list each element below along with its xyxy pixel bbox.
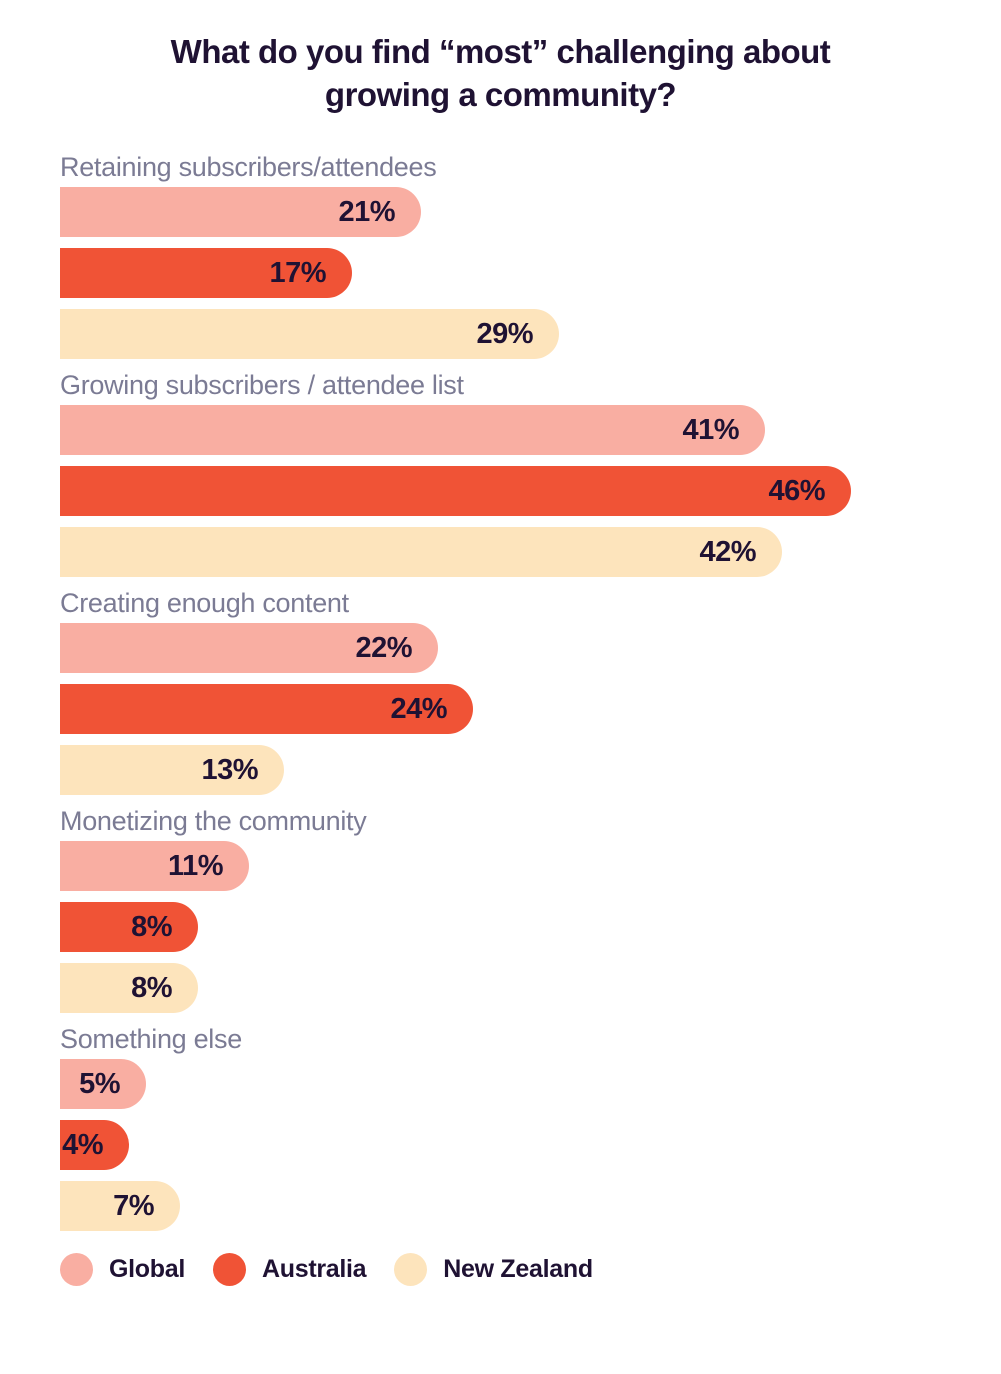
- legend-label: Australia: [261, 1255, 367, 1283]
- bar-value-label: 41%: [682, 413, 739, 446]
- bar-new-zealand: 13%: [60, 745, 284, 795]
- bar-row-new-zealand: 29%: [60, 309, 941, 359]
- category-label: Something else: [60, 1024, 242, 1054]
- chart-legend: Global Australia New Zealand: [0, 1253, 1001, 1286]
- bar-row-australia: 17%: [60, 248, 941, 298]
- bar-new-zealand: 8%: [60, 963, 198, 1013]
- bar-value-label: 8%: [131, 971, 172, 1004]
- category-group-creating-enough-content: Creating enough content 22% 24% 13%: [60, 588, 941, 795]
- bar-value-label: 5%: [79, 1067, 120, 1100]
- bar-row-australia: 24%: [60, 684, 941, 734]
- bar-australia: 17%: [60, 248, 352, 298]
- legend-swatch-icon: [212, 1253, 246, 1286]
- bar-row-global: 5%: [60, 1059, 941, 1109]
- category-group-something-else: Something else 5% 4% 7%: [60, 1024, 941, 1231]
- category-group-growing-subscribers-attendee-list: Growing subscribers / attendee list 41% 46…: [60, 370, 941, 577]
- bar-row-global: 41%: [60, 405, 941, 455]
- bar-row-new-zealand: 13%: [60, 745, 941, 795]
- bar-row-new-zealand: 8%: [60, 963, 941, 1013]
- category-label: Retaining subscribers/attendees: [60, 152, 437, 182]
- legend-label: New Zealand: [443, 1255, 593, 1283]
- bar-value-label: 22%: [355, 631, 412, 664]
- legend-swatch-icon: [394, 1253, 428, 1286]
- bar-new-zealand: 7%: [60, 1181, 180, 1231]
- bar-row-global: 22%: [60, 623, 941, 673]
- bar-australia: 24%: [60, 684, 473, 734]
- bar-value-label: 11%: [168, 849, 223, 882]
- bar-value-label: 4%: [62, 1128, 103, 1161]
- bar-row-new-zealand: 42%: [60, 527, 941, 577]
- legend-item-new-zealand: New Zealand: [394, 1253, 593, 1286]
- legend-label: Global: [109, 1255, 185, 1283]
- bar-global: 21%: [60, 187, 421, 237]
- bar-value-label: 29%: [476, 317, 533, 350]
- bar-row-australia: 4%: [60, 1120, 941, 1170]
- bar-row-australia: 8%: [60, 902, 941, 952]
- bar-value-label: 46%: [768, 474, 825, 507]
- category-group-monetizing-the-community: Monetizing the community 11% 8% 8%: [60, 806, 941, 1013]
- category-label: Monetizing the community: [60, 806, 367, 836]
- bar-row-global: 11%: [60, 841, 941, 891]
- bar-new-zealand: 29%: [60, 309, 559, 359]
- bar-row-new-zealand: 7%: [60, 1181, 941, 1231]
- bar-chart: Retaining subscribers/attendees 21% 17% 29%…: [0, 152, 1001, 1231]
- chart-title: What do you find “most” challenging abou…: [0, 30, 1001, 116]
- category-group-retaining-subscribers-attendees: Retaining subscribers/attendees 21% 17% 29%: [60, 152, 941, 359]
- bar-value-label: 13%: [201, 753, 258, 786]
- legend-swatch-icon: [60, 1253, 93, 1286]
- bar-value-label: 7%: [113, 1189, 154, 1222]
- chart-title-line1: What do you find “most” challenging abou…: [170, 33, 831, 70]
- category-label: Growing subscribers / attendee list: [60, 370, 464, 400]
- bar-global: 22%: [60, 623, 438, 673]
- chart-title-line2: growing a community?: [324, 76, 677, 113]
- bar-global: 11%: [60, 841, 249, 891]
- bar-value-label: 24%: [390, 692, 447, 725]
- bar-new-zealand: 42%: [60, 527, 782, 577]
- bar-value-label: 17%: [269, 256, 326, 289]
- bar-australia: 46%: [60, 466, 851, 516]
- bar-value-label: 21%: [338, 195, 395, 228]
- legend-item-global: Global: [60, 1253, 185, 1286]
- bar-australia: 8%: [60, 902, 198, 952]
- bar-australia: 4%: [60, 1120, 129, 1170]
- legend-item-australia: Australia: [212, 1253, 367, 1286]
- bar-global: 5%: [60, 1059, 146, 1109]
- bar-row-australia: 46%: [60, 466, 941, 516]
- bar-row-global: 21%: [60, 187, 941, 237]
- bar-global: 41%: [60, 405, 765, 455]
- bar-value-label: 42%: [699, 535, 756, 568]
- category-label: Creating enough content: [60, 588, 349, 618]
- bar-value-label: 8%: [131, 910, 172, 943]
